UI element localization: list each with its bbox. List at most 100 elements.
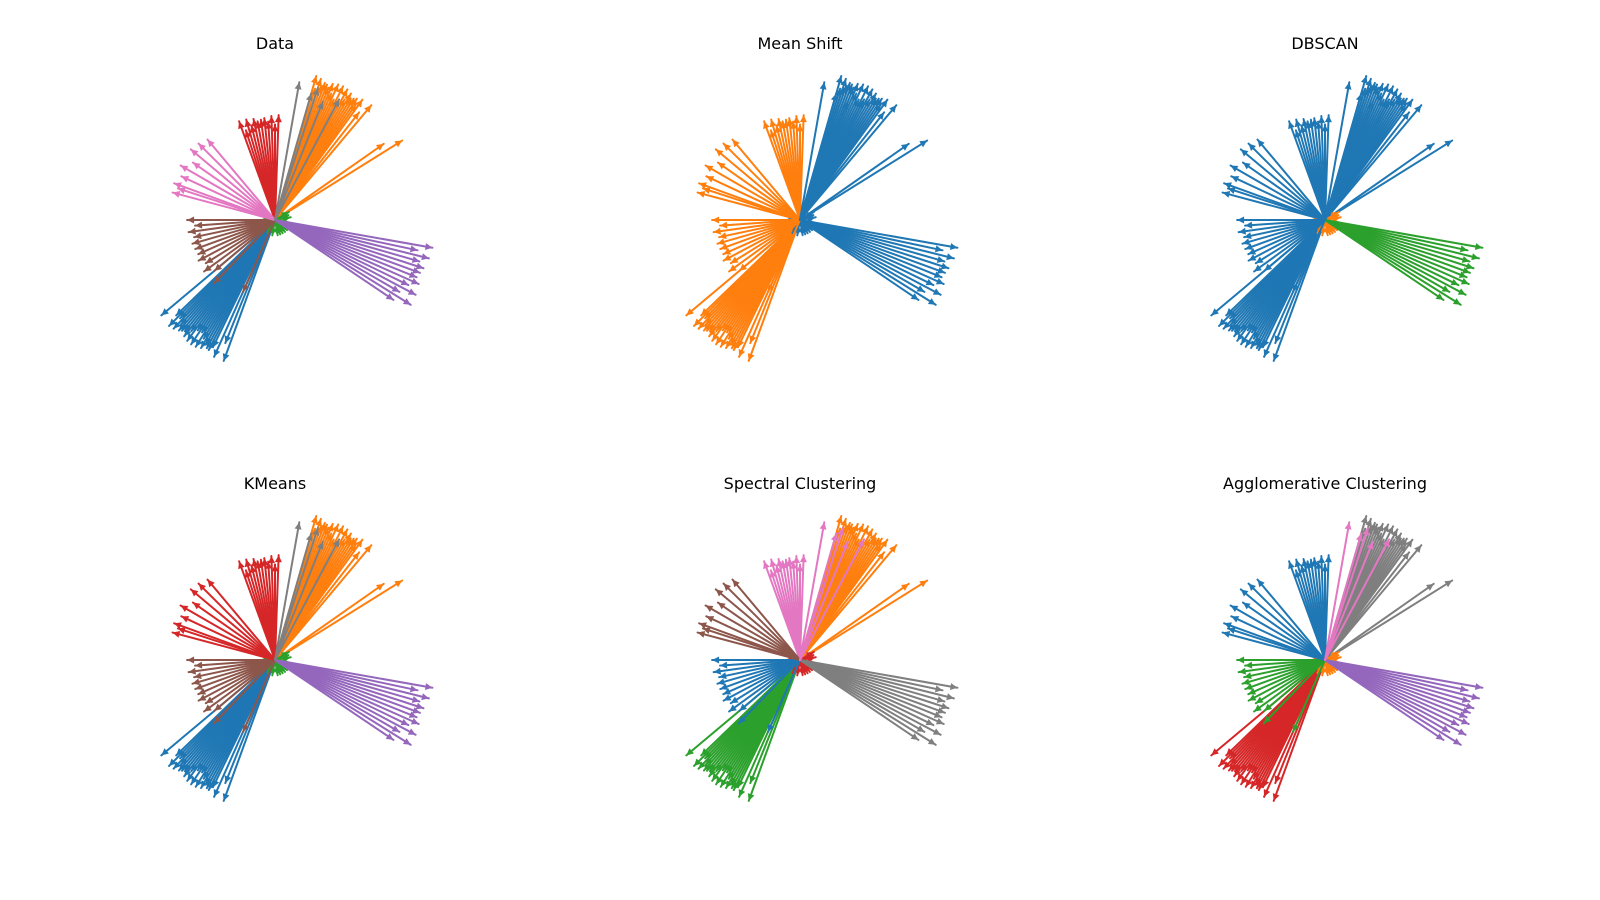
vector-arrow-f [767,219,801,293]
vector-arrow-b [799,582,910,661]
panel-dbscan: DBSCAN [1135,20,1515,362]
vector-arrow-c [799,651,815,661]
vector-arrow-e [1324,219,1445,301]
vector-arrow-h [274,81,302,221]
vector-plot [160,75,434,362]
vector-arrow-f [722,219,801,262]
vector-arrow-b [274,142,385,221]
vector-arrow-h [1324,540,1374,661]
vector-plot [1210,75,1484,362]
vector-arrow-g [1241,161,1326,221]
panel-title: Spectral Clustering [723,474,877,493]
vector-arrow-h [1324,81,1352,221]
vector-arrow-d [763,120,801,221]
vector-arrow-d [1288,560,1326,661]
vector-arrow-b [1324,582,1435,661]
vector-arrow-d [1288,120,1326,221]
vector-arrow-d [763,560,801,661]
vector-arrow-h [1324,532,1363,661]
vector-arrow-g [191,601,276,661]
vector-arrow-f [712,659,801,675]
vector-arrow-e [799,659,920,741]
vector-arrow-g [1229,164,1326,221]
vector-arrow-f [737,219,801,285]
vector-arrow-a [222,219,276,362]
vector-arrow-b [799,139,929,221]
vector-arrow-f [187,219,276,235]
vector-arrow-f [1236,216,1326,224]
panel-title: DBSCAN [1291,34,1359,53]
vector-arrow-h [799,98,866,221]
vector-arrow-g [176,627,276,661]
panel-mean-shift: Mean Shift [610,20,990,362]
vector-arrow-f [738,659,801,712]
vector-arrow-f [728,219,801,273]
vector-arrow-g [705,175,801,221]
vector-arrow-f [1292,219,1326,293]
vector-arrow-g [1239,148,1326,221]
vector-arrow-f [722,659,801,702]
vector-arrow-a [1272,219,1326,362]
vector-arrow-f [711,656,801,664]
vector-arrow-b [799,142,910,221]
vector-arrow-g [716,601,801,661]
vector-arrow-g [722,142,801,221]
vector-arrow-g [206,578,276,661]
vector-arrow-c [1324,211,1340,221]
vector-arrow-f [213,219,276,272]
vector-arrow-h [274,538,341,661]
vector-arrow-f [1237,219,1326,235]
vector-arrow-f [1253,659,1326,713]
vector-arrow-h [799,81,827,221]
vector-arrow-c [274,211,290,221]
vector-arrow-f [1247,219,1326,262]
vector-arrow-f [212,219,276,285]
vector-plot [685,75,959,362]
vector-arrow-g [189,148,276,221]
vector-arrow-f [242,659,276,733]
vector-plot [1210,515,1484,802]
vector-arrow-h [274,521,302,661]
vector-arrow-h [799,538,866,661]
vector-arrow-g [179,604,276,661]
vector-arrow-g [1226,627,1326,661]
vector-arrow-a [747,659,801,802]
vector-arrow-f [1262,659,1326,725]
vector-arrow-f [212,659,276,725]
panel-title: Agglomerative Clustering [1223,474,1427,493]
vector-arrow-e [274,219,395,301]
vector-arrow-d [238,120,276,221]
vector-arrow-d [238,560,276,661]
vector-arrow-g [1256,578,1326,661]
vector-arrow-f [197,219,276,262]
vector-arrow-h [274,540,324,661]
vector-arrow-f [711,216,801,224]
vector-plot [160,515,434,802]
vector-arrow-h [1324,92,1363,221]
vector-arrow-g [1229,604,1326,661]
vector-arrow-g [704,164,801,221]
vector-arrow-g [1230,175,1326,221]
vector-arrow-f [767,659,801,733]
vector-arrow-f [213,659,276,712]
vector-arrow-g [1230,615,1326,661]
vector-arrow-h [1324,98,1391,221]
vector-arrow-g [206,138,276,221]
vector-arrow-h [799,540,849,661]
panel-kmeans: KMeans [85,460,465,802]
vector-arrow-g [197,142,276,221]
vector-arrow-f [738,219,801,272]
vector-arrow-g [176,187,276,221]
panel-spectral-clustering: Spectral Clustering [610,460,990,802]
vector-arrow-h [799,100,849,221]
vector-arrow-h [274,532,313,661]
vector-arrow-e [799,219,920,301]
vector-arrow-b [274,582,385,661]
vector-arrow-f [1236,656,1326,664]
vector-arrow-g [189,588,276,661]
vector-arrow-b [1324,142,1435,221]
vector-arrow-f [1237,659,1326,675]
vector-arrow-g [704,604,801,661]
vector-arrow-c [1324,651,1340,661]
